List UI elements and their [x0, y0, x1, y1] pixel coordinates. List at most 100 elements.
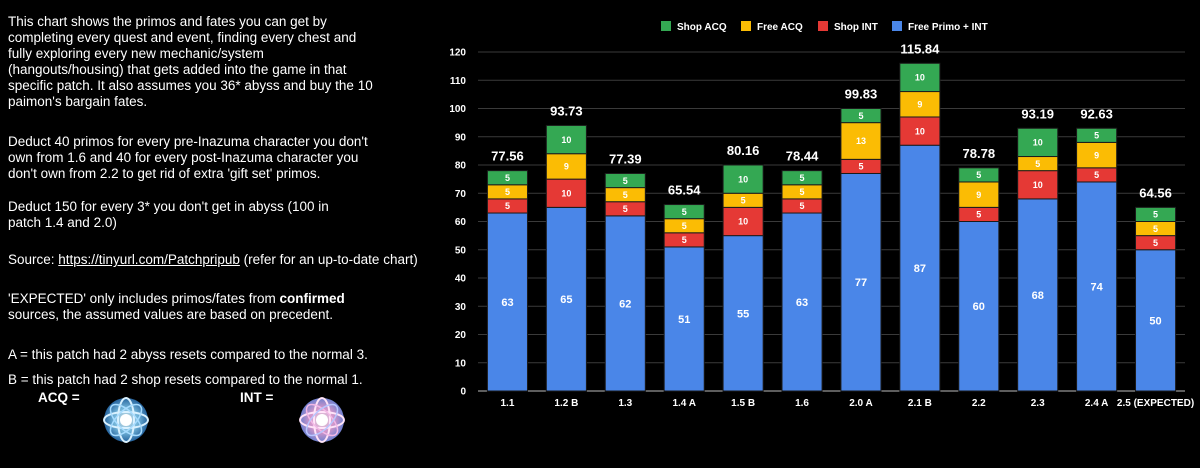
bar-segment — [1135, 249, 1177, 392]
data-label: 5 — [800, 173, 805, 183]
data-label: 5 — [682, 221, 687, 231]
description-panel: This chart shows the primos and fates yo… — [8, 14, 433, 464]
bar-segment — [604, 172, 646, 189]
x-tick-label: 1.3 — [618, 398, 632, 409]
source-suffix: (refer for an up-to-date chart) — [239, 252, 418, 267]
bar-group-2-1-b: 87 10 9 10 115.84 — [899, 41, 941, 392]
data-label: 5 — [1153, 210, 1158, 220]
total-label: 65.54 — [668, 183, 701, 198]
bar-segment — [1017, 127, 1059, 158]
bar-segment — [722, 206, 764, 237]
data-label: 68 — [1032, 290, 1044, 302]
data-label: 5 — [505, 187, 510, 197]
legend-swatch — [661, 21, 671, 31]
note-b: B = this patch had 2 shop resets compare… — [8, 372, 363, 387]
y-tick-label: 30 — [455, 302, 467, 313]
expected-note: 'EXPECTED' only includes primos/fates fr… — [8, 291, 378, 323]
bar-segment — [781, 170, 823, 186]
data-label: 77 — [855, 277, 867, 289]
x-tick-label: 1.4 A — [672, 398, 696, 409]
bar-segment — [545, 153, 587, 180]
total-label: 77.39 — [609, 151, 642, 166]
x-tick-label: 1.5 B — [731, 398, 755, 409]
bars: 6355577.56651091093.736255577.395155565.… — [486, 41, 1177, 392]
axes: 0 10 20 30 40 50 60 70 80 90 100 110 120 1.1 1.2 B 1.3 1… — [449, 48, 1194, 410]
bar-group-2-4-a: 74 5 9 5 92.63 — [1076, 106, 1118, 392]
data-label: 5 — [800, 187, 805, 197]
data-label: 63 — [501, 297, 513, 309]
data-label: 9 — [564, 162, 569, 172]
bar-group-1-2-b: 65 10 9 10 93.73 — [545, 103, 587, 392]
data-label: 62 — [619, 298, 631, 310]
bar-segment — [958, 221, 1000, 392]
source-label: Source: — [8, 252, 59, 267]
data-label: 10 — [738, 217, 748, 227]
data-label: 10 — [915, 126, 925, 136]
y-tick-label: 90 — [455, 132, 467, 143]
bar-segment — [899, 144, 941, 392]
data-label: 10 — [561, 188, 571, 198]
data-label: 50 — [1149, 315, 1161, 327]
data-label: 10 — [1033, 138, 1043, 148]
y-tick-label: 40 — [455, 274, 467, 285]
total-label: 115.84 — [900, 41, 940, 56]
bar-segment — [1135, 206, 1177, 222]
data-label: 5 — [623, 176, 628, 186]
bar-group-1-6: 63 5 5 5 78.44 — [781, 149, 823, 392]
data-label: 5 — [1153, 224, 1158, 234]
total-label: 80.16 — [727, 143, 760, 158]
bar-segment — [958, 181, 1000, 208]
bar-segment — [899, 62, 941, 93]
y-tick-label: 10 — [455, 358, 467, 369]
total-label: 92.63 — [1080, 106, 1113, 121]
bar-segment — [1076, 127, 1118, 143]
y-tick-label: 60 — [455, 217, 467, 228]
y-tick-label: 70 — [455, 189, 467, 200]
data-label: 10 — [738, 174, 748, 184]
y-tick-label: 20 — [455, 330, 467, 341]
x-tick-label: 1.6 — [795, 398, 809, 409]
data-label: 9 — [917, 100, 922, 110]
legend-label: Free ACQ — [757, 22, 803, 33]
data-label: 9 — [976, 190, 981, 200]
total-label: 93.73 — [550, 103, 583, 118]
bar-segment — [545, 178, 587, 208]
x-tick-label: 2.2 — [972, 398, 986, 409]
data-label: 5 — [623, 190, 628, 200]
source-line: Source: https://tinyurl.com/Patchpripub … — [8, 252, 433, 268]
data-label: 51 — [678, 314, 690, 326]
data-label: 13 — [856, 136, 866, 146]
bar-segment — [486, 212, 528, 392]
stacked-bar-chart: 0 10 20 30 40 50 60 70 80 90 100 110 120 1.1 1.2 B 1.3 1… — [449, 21, 1194, 410]
data-label: 5 — [976, 210, 981, 220]
int-legend-label: INT = — [240, 390, 274, 405]
legend-label: Shop INT — [834, 22, 878, 33]
bar-group-2-0-a: 77 5 13 5 99.83 — [840, 87, 882, 392]
acquaint-fate-icon — [103, 397, 149, 443]
data-label: 5 — [1094, 170, 1099, 180]
x-tick-label: 2.3 — [1031, 398, 1045, 409]
bar-group-2-3: 68 10 5 10 93.19 — [1017, 106, 1059, 392]
total-label: 77.56 — [491, 149, 524, 164]
bar-group-1-3: 62 5 5 5 77.39 — [604, 151, 646, 392]
y-tick-label: 50 — [455, 245, 467, 256]
data-label: 5 — [623, 204, 628, 214]
source-link[interactable]: https://tinyurl.com/Patchpripub — [58, 252, 240, 267]
y-tick-label: 120 — [449, 48, 466, 59]
data-label: 5 — [1035, 159, 1040, 169]
total-label: 78.78 — [963, 146, 996, 161]
expected-note-pre: 'EXPECTED' only includes primos/fates fr… — [8, 291, 280, 306]
data-label: 5 — [682, 207, 687, 217]
bar-group-2-5-expected-: 50 5 5 5 64.56 — [1135, 185, 1177, 392]
intertwined-fate-icon — [299, 397, 345, 443]
x-tick-label: 2.5 (EXPECTED) — [1117, 398, 1194, 409]
expected-note-post: sources, the assumed values are based on… — [8, 307, 333, 322]
bar-group-1-1: 63 5 5 5 77.56 — [486, 149, 528, 392]
data-label: 74 — [1091, 281, 1104, 293]
total-label: 93.19 — [1021, 106, 1054, 121]
data-label: 5 — [741, 196, 746, 206]
bar-segment — [663, 246, 705, 392]
bar-group-1-4-a: 51 5 5 5 65.54 — [663, 183, 705, 392]
x-tick-label: 1.2 B — [554, 398, 578, 409]
legend-label: Shop ACQ — [677, 22, 727, 33]
